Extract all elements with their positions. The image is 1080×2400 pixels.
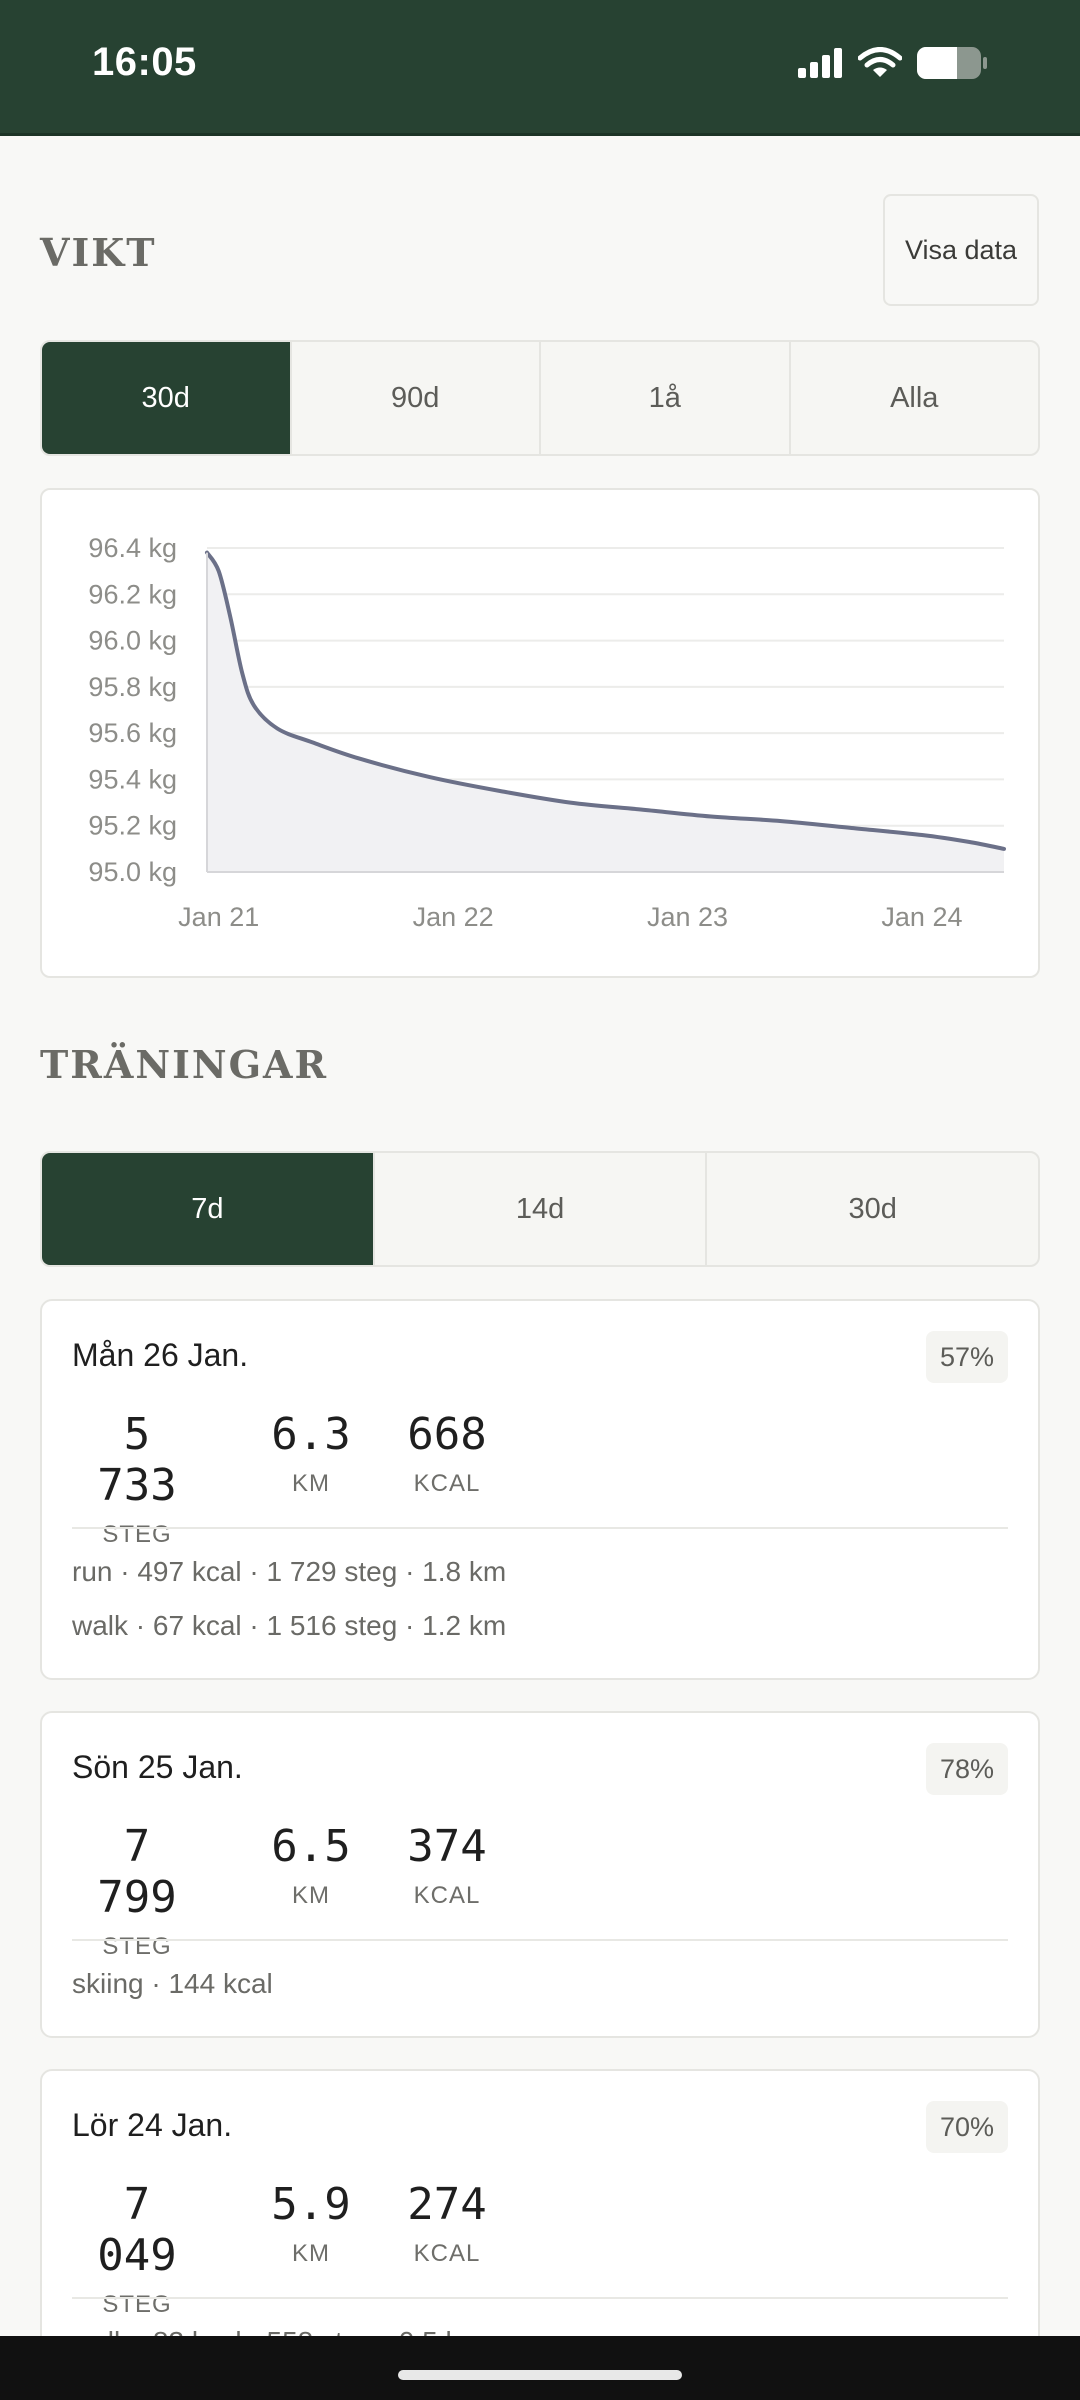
steps-label: STEG [102, 2291, 172, 2318]
weight-line [205, 550, 1006, 851]
day-title: Lör 24 Jan. [72, 2107, 233, 2143]
y-tick-label: 95.8 kg [88, 672, 177, 702]
weight-chart: 96.4 kg 96.2 kg 96.0 kg 95.8 kg 95.6 kg 95.4 … [88, 533, 1006, 932]
activity-item: run · 497 kcal · 1 729 steg · 1.8 km [72, 1556, 507, 1587]
y-tick-label: 96.4 kg [88, 533, 177, 563]
visa-data-button[interactable]: Visa data [883, 194, 1039, 306]
x-tick-label: Jan 24 [881, 902, 962, 932]
status-bar: 16:05 [0, 0, 1080, 136]
kcal-value: 668 [407, 1409, 487, 1460]
percent-badge: 78% [925, 1743, 1008, 1795]
km-stat: 6.5 KM [256, 1821, 366, 1910]
divider [72, 2297, 1008, 2299]
kcal-label: KCAL [413, 1470, 481, 1497]
y-tick-label: 95.4 kg [88, 764, 177, 794]
kcal-label: KCAL [413, 1882, 481, 1909]
percent-badge: 57% [925, 1331, 1008, 1383]
steps-label: STEG [102, 1521, 172, 1548]
activity-item: walk · 67 kcal · 1 516 steg · 1.2 km [72, 1610, 507, 1641]
signal-icon [798, 48, 842, 78]
range-tab-1y[interactable]: 1å [539, 342, 789, 454]
y-tick-label: 95.6 kg [88, 718, 177, 748]
kcal-stat: 668 KCAL [392, 1409, 502, 1498]
km-stat: 6.3 KM [256, 1409, 366, 1498]
kcal-label: KCAL [413, 2240, 481, 2267]
km-stat: 5.9 KM [256, 2179, 366, 2268]
activity-item: skiing · 144 kcal [72, 1968, 273, 1999]
y-tick-label: 96.2 kg [88, 579, 177, 609]
home-indicator[interactable] [398, 2370, 682, 2380]
day-title: Sön 25 Jan. [72, 1749, 243, 1785]
status-icons [798, 46, 988, 80]
x-tick-label: Jan 21 [178, 902, 259, 932]
traningar-title: TRÄNINGAR [40, 1042, 329, 1087]
kcal-stat: 274 KCAL [392, 2179, 502, 2268]
day-card[interactable]: Mån 26 Jan. 57% 5 733 STEG 6.3 KM 668 KC… [40, 1299, 1040, 1680]
weight-range-selector: 30d 90d 1å Alla [40, 340, 1040, 456]
kcal-stat: 374 KCAL [392, 1821, 502, 1910]
kcal-value: 374 [407, 1821, 487, 1872]
range-tab-30d[interactable]: 30d [42, 342, 290, 454]
x-tick-label: Jan 22 [413, 902, 494, 932]
km-label: KM [292, 1882, 330, 1909]
x-tick-label: Jan 23 [647, 902, 728, 932]
y-tick-label: 95.2 kg [88, 811, 177, 841]
km-value: 6.5 [271, 1821, 351, 1872]
y-tick-label: 96.0 kg [88, 626, 177, 656]
wifi-icon [858, 47, 902, 77]
weight-chart-card: 96.4 kg 96.2 kg 96.0 kg 95.8 kg 95.6 kg 95.4 … [40, 488, 1040, 978]
range-tab-90d[interactable]: 90d [289, 342, 540, 454]
divider [72, 1939, 1008, 1941]
steps-label: STEG [102, 1933, 172, 1960]
navigation-bar [0, 2336, 1080, 2400]
steps-stat: 7 799 STEG [72, 1821, 202, 1961]
percent-badge: 70% [925, 2101, 1008, 2153]
day-title: Mån 26 Jan. [72, 1337, 249, 1373]
kcal-value: 274 [407, 2179, 487, 2230]
divider [72, 1527, 1008, 1529]
km-value: 6.3 [271, 1409, 351, 1460]
day-card[interactable]: Sön 25 Jan. 78% 7 799 STEG 6.5 KM 374 KC… [40, 1711, 1040, 2038]
battery-icon [917, 47, 987, 79]
vikt-title: VIKT [40, 230, 157, 275]
range-tab-30d[interactable]: 30d [705, 1153, 1038, 1265]
range-tab-all[interactable]: Alla [788, 342, 1039, 454]
steps-stat: 7 049 STEG [72, 2179, 202, 2319]
steps-stat: 5 733 STEG [72, 1409, 202, 1549]
km-value: 5.9 [271, 2179, 351, 2230]
training-range-selector: 7d 14d 30d [40, 1151, 1040, 1267]
status-time: 16:05 [92, 40, 197, 84]
range-tab-7d[interactable]: 7d [42, 1153, 373, 1265]
steps-value: 7 049 [97, 2179, 177, 2281]
steps-value: 5 733 [97, 1409, 177, 1511]
weight-area [207, 552, 1004, 872]
km-label: KM [292, 2240, 330, 2267]
range-tab-14d[interactable]: 14d [372, 1153, 706, 1265]
steps-value: 7 799 [97, 1821, 177, 1923]
y-tick-label: 95.0 kg [88, 857, 177, 887]
km-label: KM [292, 1470, 330, 1497]
